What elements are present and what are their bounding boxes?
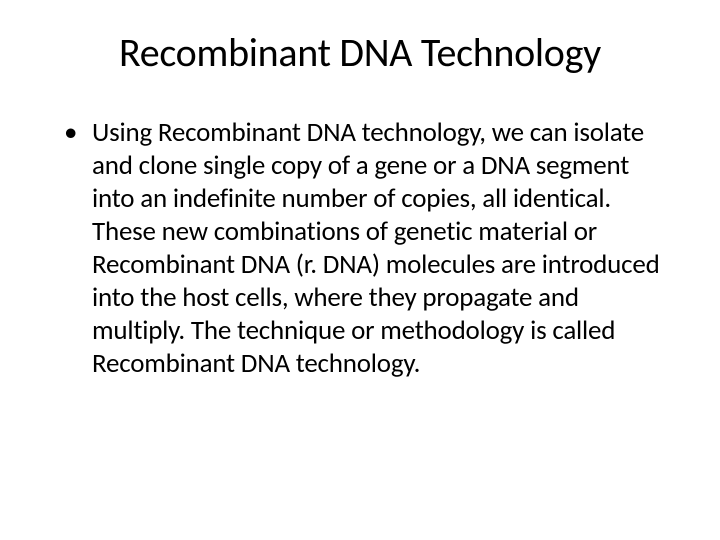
bullet-item: Using Recombinant DNA technology, we can… bbox=[64, 117, 670, 381]
bullet-list: Using Recombinant DNA technology, we can… bbox=[50, 117, 670, 381]
slide-title: Recombinant DNA Technology bbox=[50, 28, 670, 77]
